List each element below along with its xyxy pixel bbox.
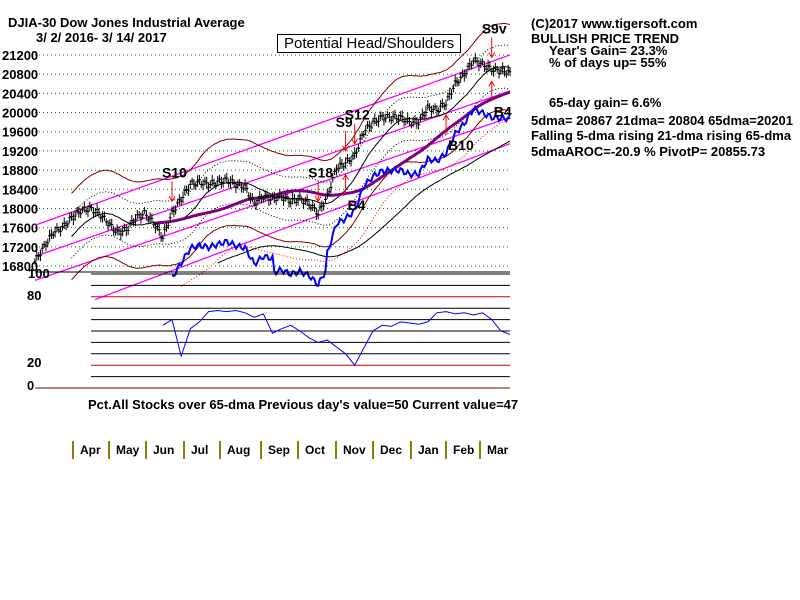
signal-label: S9 [336,114,353,130]
buy-arrowhead-icon [342,173,350,181]
moving-averages: 5dma= 20867 21dma= 20804 65dma=20201 [531,113,794,128]
long-ma-line [217,140,511,264]
ma65-line [153,90,511,226]
price-tick-label: 20000 [2,106,38,121]
lower-band [71,109,511,281]
month-label: Dec [372,441,402,459]
upper-inner-band [71,44,511,216]
trend-label: BULLISH PRICE TREND [531,31,680,46]
month-label: Nov [335,441,366,459]
month-label: Oct [297,441,325,459]
copyright: (C)2017 www.tigersoft.com [531,16,698,31]
month-label: Jan [410,441,439,459]
signal-label: S18 [308,164,333,180]
signal-label: S12 [345,107,370,123]
sell-arrowhead-icon [488,52,496,59]
buy-arrowhead-icon [442,113,450,121]
upper-band [71,22,511,194]
month-label: Sep [260,441,290,459]
pct-over-65dma-line [162,309,511,367]
month-label: Feb [445,441,474,459]
price-tick-label: 20400 [2,86,38,101]
relative-strength-line [171,104,511,287]
lower-tick-20: 20 [27,355,42,370]
month-label: Aug [219,441,250,459]
days-up: % of days up= 55% [549,55,667,70]
sell-arrowhead-icon [342,145,350,152]
signal-label: B4 [348,197,366,213]
month-label: Jul [183,441,208,459]
lower-tick-100: 100 [28,266,50,281]
signal-label: S9v [482,20,507,36]
price-tick-label: 17600 [2,221,38,236]
price-tick-label: 20800 [2,67,38,82]
price-tick-label: 17200 [2,240,38,255]
sell-arrowhead-icon [168,196,176,203]
trend-channel-line [34,54,511,226]
price-tick-label: 18000 [2,201,38,216]
month-label: Mar [479,441,508,459]
price-tick-label: 19600 [2,125,38,140]
signal-label: B10 [448,137,474,153]
price-tick-label: 19200 [2,144,38,159]
month-label: Apr [72,441,101,459]
sell-arrowhead-icon [314,196,322,203]
price-tick-label: 18400 [2,182,38,197]
lower-caption: Pct.All Stocks over 65-dma Previous day'… [88,397,519,412]
gain-65: 65-day gain= 6.6% [549,95,662,110]
lower-tick-80: 80 [27,288,42,303]
signal-label: B4 [494,103,512,119]
price-tick-label: 18800 [2,163,38,178]
date-range: 3/ 2/ 2016- 3/ 14/ 2017 [36,30,167,45]
signal-label: S10 [162,164,187,180]
aroc-pivot: 5dmaAROC=-20.9 % PivotP= 20855.73 [531,144,766,159]
trend-channel-line [34,90,511,258]
sell-arrowhead-icon [351,138,359,145]
month-label: May [108,441,139,459]
price-tick-label: 21200 [2,48,38,63]
price-tick-label: 16800 [2,259,38,274]
lower-tick-0: 0 [27,378,35,393]
ma-directions: Falling 5-dma rising 21-dma rising 65-dm… [531,128,792,143]
ma21-line [71,66,511,237]
chart-title: DJIA-30 Dow Jones Industrial Average [8,15,245,30]
relative-strength-ma [180,118,511,287]
month-label: Jun [145,441,174,459]
pattern-annotation: Potential Head/Shoulders [277,34,462,53]
buy-arrowhead-icon [488,80,496,87]
year-gain: Year's Gain= 23.3% [549,43,668,58]
